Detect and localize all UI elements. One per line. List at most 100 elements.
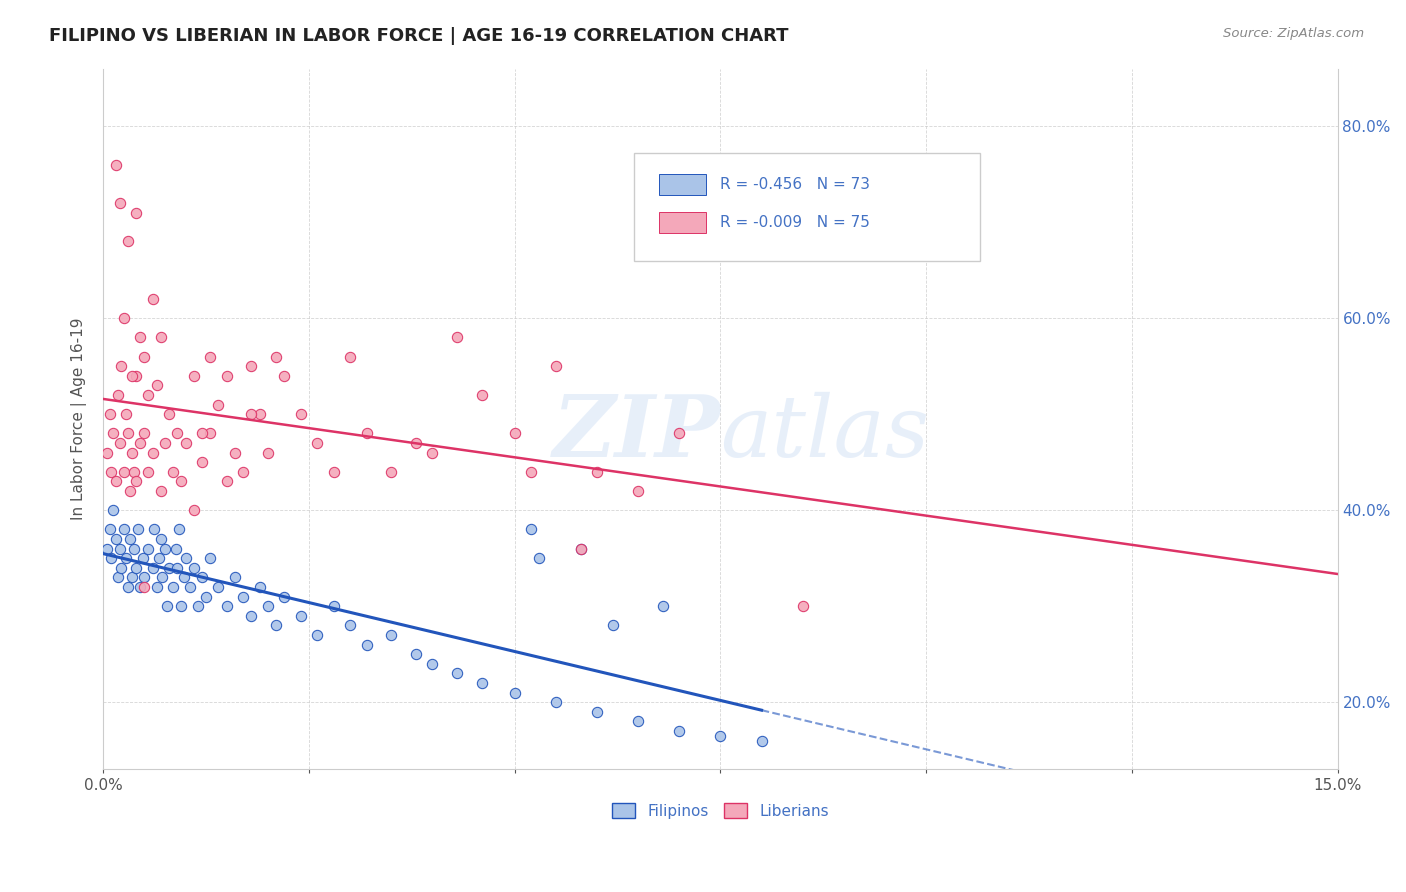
Point bbox=[198, 350, 221, 364]
Text: atlas: atlas bbox=[720, 392, 929, 475]
Point bbox=[124, 465, 146, 479]
Point bbox=[709, 729, 731, 743]
Point bbox=[104, 475, 127, 489]
Point bbox=[165, 541, 187, 556]
Point bbox=[127, 522, 149, 536]
Point bbox=[256, 445, 278, 459]
Point bbox=[112, 465, 135, 479]
Point bbox=[290, 608, 312, 623]
Point bbox=[232, 590, 254, 604]
Point bbox=[138, 388, 160, 402]
Point bbox=[121, 445, 143, 459]
Point bbox=[264, 618, 287, 632]
Y-axis label: In Labor Force | Age 16-19: In Labor Force | Age 16-19 bbox=[72, 318, 87, 520]
Point bbox=[134, 570, 156, 584]
Point bbox=[108, 436, 131, 450]
Point bbox=[273, 368, 295, 383]
Point bbox=[215, 475, 238, 489]
Point bbox=[96, 445, 118, 459]
Point bbox=[195, 590, 218, 604]
Point bbox=[170, 599, 193, 613]
Point bbox=[138, 541, 160, 556]
Point bbox=[322, 465, 344, 479]
Text: Source: ZipAtlas.com: Source: ZipAtlas.com bbox=[1223, 27, 1364, 40]
Point bbox=[751, 733, 773, 747]
Point bbox=[145, 378, 167, 392]
Point bbox=[627, 483, 650, 498]
Point bbox=[152, 570, 174, 584]
Point bbox=[651, 599, 673, 613]
Bar bbox=[658, 174, 706, 194]
Point bbox=[100, 551, 122, 566]
Point bbox=[215, 368, 238, 383]
Point bbox=[471, 388, 494, 402]
Point bbox=[162, 580, 184, 594]
Point bbox=[166, 560, 188, 574]
Point bbox=[134, 350, 156, 364]
Point bbox=[167, 522, 190, 536]
Point bbox=[544, 695, 567, 709]
Point bbox=[322, 599, 344, 613]
Point bbox=[187, 599, 209, 613]
Point bbox=[117, 426, 139, 441]
Point bbox=[100, 465, 122, 479]
Point bbox=[586, 465, 609, 479]
Point bbox=[183, 560, 205, 574]
Point bbox=[792, 599, 814, 613]
Point bbox=[96, 541, 118, 556]
Point bbox=[98, 522, 121, 536]
Point bbox=[149, 330, 172, 344]
Point bbox=[166, 426, 188, 441]
Point bbox=[207, 580, 229, 594]
Point bbox=[170, 475, 193, 489]
Point bbox=[240, 608, 263, 623]
Point bbox=[112, 522, 135, 536]
Point bbox=[134, 580, 156, 594]
Point bbox=[446, 666, 468, 681]
Point bbox=[118, 532, 141, 546]
Text: R = -0.009   N = 75: R = -0.009 N = 75 bbox=[720, 215, 870, 230]
Point bbox=[249, 580, 271, 594]
Point bbox=[380, 465, 402, 479]
Point bbox=[129, 330, 152, 344]
Point bbox=[125, 368, 148, 383]
Point bbox=[98, 407, 121, 421]
Point bbox=[174, 551, 197, 566]
Point bbox=[503, 685, 526, 699]
Point bbox=[174, 436, 197, 450]
Point bbox=[138, 465, 160, 479]
Point bbox=[179, 580, 201, 594]
Point bbox=[115, 551, 138, 566]
Point bbox=[156, 599, 179, 613]
Point bbox=[124, 541, 146, 556]
Point bbox=[356, 638, 378, 652]
Point bbox=[157, 407, 180, 421]
Legend: Filipinos, Liberians: Filipinos, Liberians bbox=[606, 797, 835, 825]
Point bbox=[104, 157, 127, 171]
Point bbox=[191, 570, 214, 584]
Point bbox=[153, 541, 176, 556]
Point bbox=[108, 541, 131, 556]
Point bbox=[115, 407, 138, 421]
Point bbox=[529, 551, 551, 566]
Point bbox=[191, 455, 214, 469]
Point bbox=[356, 426, 378, 441]
Point bbox=[207, 397, 229, 411]
Point bbox=[121, 570, 143, 584]
Point bbox=[157, 560, 180, 574]
Point bbox=[153, 436, 176, 450]
Point bbox=[307, 436, 329, 450]
Point bbox=[143, 522, 166, 536]
Point bbox=[586, 705, 609, 719]
Point bbox=[101, 503, 124, 517]
Point bbox=[240, 359, 263, 373]
Point bbox=[224, 570, 246, 584]
Point bbox=[104, 532, 127, 546]
Point bbox=[125, 205, 148, 219]
Point bbox=[108, 195, 131, 210]
Point bbox=[602, 618, 624, 632]
Point bbox=[520, 465, 543, 479]
Point bbox=[422, 445, 444, 459]
Point bbox=[422, 657, 444, 671]
Point bbox=[544, 359, 567, 373]
